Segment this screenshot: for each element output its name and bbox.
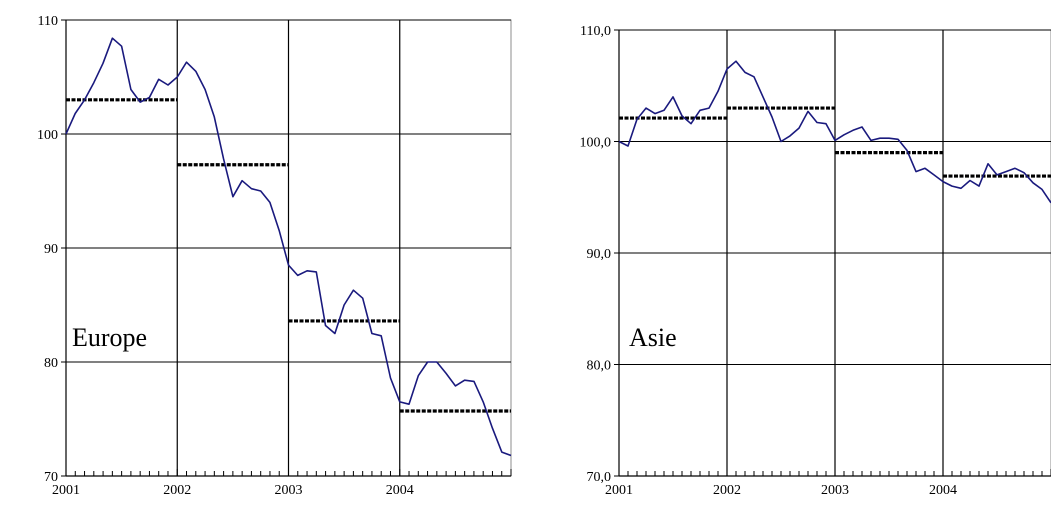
y-tick-label: 80,0: [587, 359, 612, 374]
europe-chart-panel: 70 80 90 100 110 2001 2002 2003 2004 Europe: [37, 14, 512, 498]
y-tick-label: 80: [44, 356, 58, 371]
panel-label: Asie: [629, 323, 677, 352]
x-tick-label: 2001: [52, 483, 80, 498]
x-tick-label: 2004: [929, 483, 957, 498]
y-tick-label: 70,0: [587, 470, 612, 485]
x-tick-label: 2002: [163, 483, 191, 498]
y-tick-label: 100: [37, 128, 58, 143]
x-tick-label: 2002: [713, 483, 741, 498]
panel-label: Europe: [72, 323, 147, 352]
x-tick-label: 2003: [821, 483, 849, 498]
x-tick-label: 2001: [605, 483, 633, 498]
y-tick-label: 100,0: [580, 136, 612, 151]
y-tick-label: 90: [44, 242, 58, 257]
y-tick-label: 110,0: [580, 24, 611, 39]
asie-chart-panel: 70,0 80,0 90,0 100,0 110,0 2001 2002 2003 2004 As…: [580, 24, 1051, 498]
monthly-series-line: [618, 60, 1051, 204]
x-tick-label: 2004: [386, 483, 414, 498]
y-tick-label: 90,0: [587, 247, 612, 262]
monthly-series-line: [65, 37, 512, 457]
y-tick-label: 70: [44, 470, 58, 485]
x-tick-label: 2003: [275, 483, 303, 498]
y-tick-label: 110: [38, 14, 58, 29]
